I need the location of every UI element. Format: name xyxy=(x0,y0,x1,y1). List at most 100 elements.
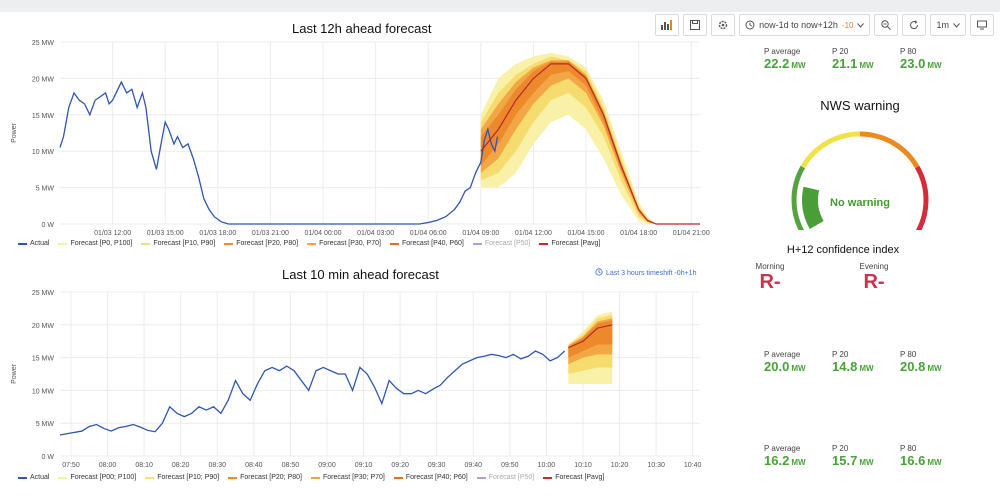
time-range-badge: -10 xyxy=(841,20,854,30)
x-tick-label: 10:20 xyxy=(611,462,629,469)
settings-button[interactable] xyxy=(711,14,736,36)
y-tick-label: 15 MW xyxy=(32,113,55,120)
gauge-segment xyxy=(859,131,920,169)
legend-label: Forecast [P10; P90] xyxy=(157,474,220,481)
x-tick-label: 08:40 xyxy=(245,462,263,469)
bar-chart-icon xyxy=(661,20,673,30)
stat-value: 20.0 MW xyxy=(764,359,806,374)
legend-swatch xyxy=(145,476,155,479)
gauge-segment xyxy=(914,165,929,235)
clock-icon xyxy=(745,20,755,30)
stat-p80: P 80 16.6 MW xyxy=(900,444,968,470)
x-tick-label: 10:30 xyxy=(647,462,665,469)
stat-p-average: P average 22.2 MW xyxy=(764,47,832,73)
legend-swatch xyxy=(141,242,151,245)
timeshift-label: Last 3 hours timeshift -0h+1h xyxy=(606,269,697,277)
panel-title: Last 12h ahead forecast xyxy=(292,21,432,36)
legend-item[interactable]: Forecast [P30, P70] xyxy=(307,240,381,247)
legend-item[interactable]: Actual xyxy=(18,474,49,481)
y-tick-label: 15 MW xyxy=(32,356,55,363)
zoom-out-button[interactable] xyxy=(874,14,899,36)
stat-value: 15.7 MW xyxy=(832,453,874,468)
x-tick-label: 01/03 18:00 xyxy=(199,230,236,237)
gauge-segment xyxy=(800,131,861,169)
legend-item[interactable]: Forecast [P0, P100] xyxy=(58,240,132,247)
legend-item[interactable]: Forecast [P10; P90] xyxy=(145,474,219,481)
x-tick-label: 08:00 xyxy=(99,462,117,469)
forecast-chart-12h[interactable]: 0 W 5 MW 10 MW 15 MW 20 MW 25 MW Power 01/03 12… xyxy=(0,14,710,244)
y-tick-label: 10 MW xyxy=(32,388,55,395)
stat-value: 16.2 MW xyxy=(764,453,806,468)
panel-title: Last 10 min ahead forecast xyxy=(282,267,439,282)
legend-item[interactable]: Forecast [P50] xyxy=(476,474,535,481)
legend-item[interactable]: Forecast [P20, P80] xyxy=(224,240,298,247)
band-p30-p70 xyxy=(480,61,700,224)
chevron-down-icon xyxy=(857,22,865,28)
stats-bottom: P average 16.2 MW P 20 15.7 MW P 80 16.6 MW xyxy=(764,444,968,470)
stat-p20: P 20 15.7 MW xyxy=(832,444,900,470)
series-pavg xyxy=(480,63,700,225)
x-tick-label: 01/04 18:00 xyxy=(620,230,657,237)
y-tick-label: 5 MW xyxy=(36,186,55,193)
series-actual xyxy=(59,350,566,436)
legend-item[interactable]: Forecast [Pavg] xyxy=(539,240,600,247)
gauge-title: NWS warning xyxy=(820,98,900,113)
legend-item[interactable]: Forecast [P40, P60] xyxy=(389,240,464,247)
tv-mode-button[interactable] xyxy=(970,14,994,36)
clock-icon xyxy=(595,268,603,278)
x-tick-label: 09:30 xyxy=(428,462,446,469)
stat-value: 21.1 MW xyxy=(832,56,874,71)
gauge-segment xyxy=(791,165,806,235)
legend-swatch xyxy=(476,476,486,479)
legend-item[interactable]: Forecast [P20; P80] xyxy=(228,474,302,481)
forecast-chart-10min[interactable]: 0 W 5 MW 10 MW 15 MW 20 MW 25 MW Power 07:50 08:… xyxy=(0,260,710,490)
legend-label: Forecast [P50] xyxy=(488,474,535,481)
stat-p20: P 20 21.1 MW xyxy=(832,47,900,73)
legend-item[interactable]: Forecast [P50] xyxy=(472,240,531,247)
gauge-status: No warning xyxy=(830,197,890,209)
time-range-picker[interactable]: now-1d to now+12h -10 xyxy=(739,14,871,36)
legend-label: Forecast [P40; P60] xyxy=(405,474,468,481)
save-button[interactable] xyxy=(683,14,708,36)
legend-swatch xyxy=(307,242,317,245)
legend-item[interactable]: Forecast [P10, P90] xyxy=(141,240,215,247)
monitor-icon xyxy=(977,20,987,30)
stat-label: P 20 xyxy=(832,350,849,359)
x-tick-label: 08:50 xyxy=(282,462,300,469)
stat-label: P 80 xyxy=(900,444,917,453)
x-tick-label: 10:10 xyxy=(574,462,592,469)
legend-label: Forecast [Pavg] xyxy=(551,240,601,247)
save-icon xyxy=(690,20,701,30)
y-axis-label: Power xyxy=(11,363,18,384)
time-range-label: now-1d to now+12h xyxy=(759,20,838,30)
legend-item[interactable]: Forecast [Pavg] xyxy=(543,474,604,481)
x-tick-label: 01/03 12:00 xyxy=(94,230,131,237)
stat-label: P average xyxy=(764,47,801,56)
confidence-evening-label: Evening xyxy=(859,262,889,271)
legend-label: Forecast [P50] xyxy=(484,240,531,247)
legend-item[interactable]: Actual xyxy=(18,240,49,247)
legend-item[interactable]: Forecast [P30; P70] xyxy=(310,474,385,481)
stats-top: P average 22.2 MW P 20 21.1 MW P 80 23.0 MW xyxy=(764,47,968,73)
stat-label: P 20 xyxy=(832,444,849,453)
confidence-title: H+12 confidence index xyxy=(786,244,900,256)
gear-icon xyxy=(718,20,728,30)
legend-swatch xyxy=(18,476,27,479)
refresh-interval-picker[interactable]: 1m xyxy=(930,14,966,36)
legend-item[interactable]: Forecast [P40; P60] xyxy=(393,474,468,481)
legend-swatch xyxy=(310,476,320,479)
x-tick-label: 07:50 xyxy=(62,462,80,469)
legend-label: Actual xyxy=(30,474,50,481)
refresh-interval-label: 1m xyxy=(936,20,949,30)
stat-p80: P 80 23.0 MW xyxy=(900,47,968,73)
refresh-button[interactable] xyxy=(902,14,927,36)
legend-label: Actual xyxy=(30,240,50,247)
legend-label: Forecast [Pavg] xyxy=(555,474,605,481)
legend-item[interactable]: Forecast [P00; P100] xyxy=(58,474,136,481)
y-tick-label: 10 MW xyxy=(32,149,55,156)
legend-label: Forecast [P0, P100] xyxy=(70,240,133,247)
x-tick-label: 01/03 21:00 xyxy=(252,230,289,237)
add-panel-button[interactable] xyxy=(655,14,680,36)
legend-swatch xyxy=(393,476,403,479)
legend-swatch xyxy=(472,242,482,245)
